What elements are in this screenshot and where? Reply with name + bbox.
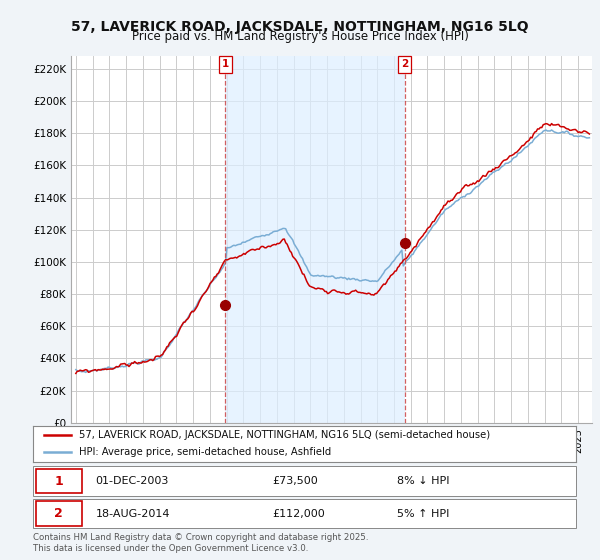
Text: 57, LAVERICK ROAD, JACKSDALE, NOTTINGHAM, NG16 5LQ: 57, LAVERICK ROAD, JACKSDALE, NOTTINGHAM…	[71, 20, 529, 34]
Text: 18-AUG-2014: 18-AUG-2014	[95, 508, 170, 519]
Text: Contains HM Land Registry data © Crown copyright and database right 2025.
This d: Contains HM Land Registry data © Crown c…	[33, 533, 368, 553]
Text: £73,500: £73,500	[272, 476, 317, 486]
FancyBboxPatch shape	[33, 499, 576, 528]
Text: 2: 2	[401, 59, 408, 69]
Text: 5% ↑ HPI: 5% ↑ HPI	[397, 508, 449, 519]
Text: 1: 1	[54, 474, 63, 488]
Text: 57, LAVERICK ROAD, JACKSDALE, NOTTINGHAM, NG16 5LQ (semi-detached house): 57, LAVERICK ROAD, JACKSDALE, NOTTINGHAM…	[79, 431, 490, 440]
Text: Price paid vs. HM Land Registry's House Price Index (HPI): Price paid vs. HM Land Registry's House …	[131, 30, 469, 43]
Text: HPI: Average price, semi-detached house, Ashfield: HPI: Average price, semi-detached house,…	[79, 447, 331, 457]
FancyBboxPatch shape	[398, 56, 411, 72]
Text: 8% ↓ HPI: 8% ↓ HPI	[397, 476, 449, 486]
Text: 1: 1	[221, 59, 229, 69]
FancyBboxPatch shape	[33, 466, 576, 496]
Text: 2: 2	[54, 507, 63, 520]
FancyBboxPatch shape	[36, 469, 82, 493]
Text: £112,000: £112,000	[272, 508, 325, 519]
Bar	[225, 56, 404, 423]
FancyBboxPatch shape	[36, 501, 82, 526]
Text: 01-DEC-2003: 01-DEC-2003	[95, 476, 169, 486]
FancyBboxPatch shape	[218, 56, 232, 72]
